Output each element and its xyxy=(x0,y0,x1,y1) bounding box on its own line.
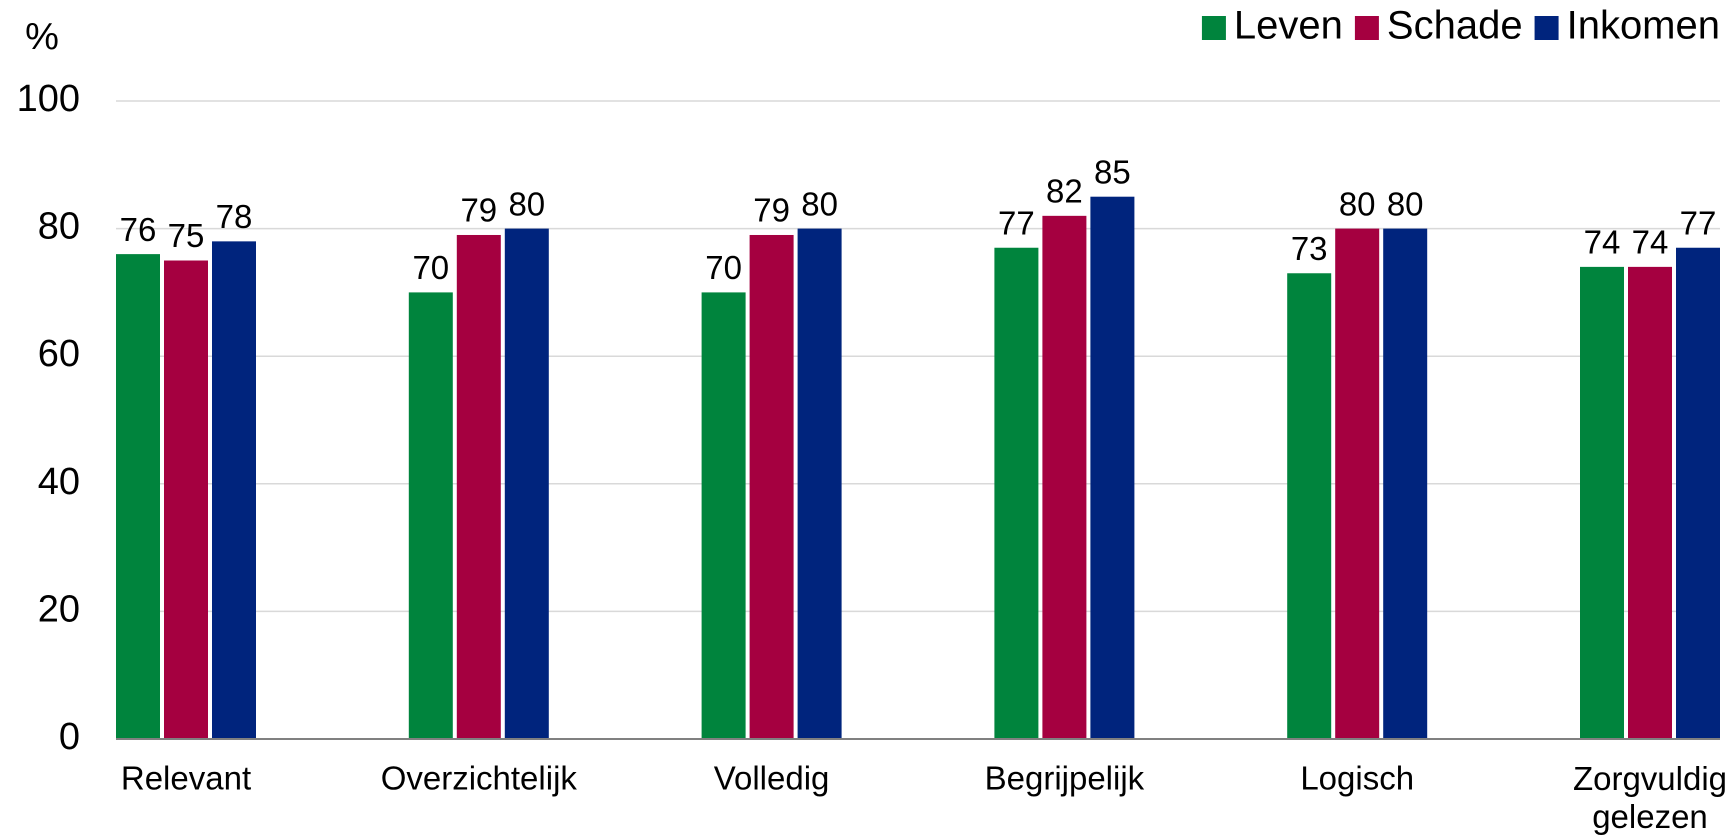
bar xyxy=(701,292,746,739)
bar xyxy=(749,234,794,740)
bar xyxy=(1287,273,1332,739)
bar xyxy=(504,228,549,739)
x-tick-label: Volledig xyxy=(714,760,830,797)
x-tick-label: Begrijpelijk xyxy=(985,760,1145,797)
value-label: 82 xyxy=(1046,173,1083,210)
value-label: 75 xyxy=(168,217,205,254)
y-tick-label: 100 xyxy=(17,78,80,120)
bar xyxy=(1676,247,1720,740)
value-label: 77 xyxy=(998,204,1035,241)
x-tick-label: Logisch xyxy=(1300,760,1414,797)
bar xyxy=(408,292,453,739)
bar xyxy=(994,247,1039,740)
x-tick-label: Zorgvuldig gelezen xyxy=(1573,760,1727,835)
bar xyxy=(212,241,256,740)
bar xyxy=(1628,266,1672,739)
value-label: 73 xyxy=(1291,230,1328,267)
bar xyxy=(1042,215,1087,740)
value-label: 74 xyxy=(1584,224,1621,261)
y-tick-label: 80 xyxy=(38,206,80,248)
value-label: 76 xyxy=(120,211,157,248)
bar xyxy=(1580,266,1624,739)
legend-label: Leven xyxy=(1234,4,1343,48)
value-label: 79 xyxy=(460,192,497,229)
value-label: 74 xyxy=(1632,224,1669,261)
legend-label: Schade xyxy=(1387,4,1523,48)
value-label: 85 xyxy=(1094,153,1131,190)
value-label: 77 xyxy=(1680,204,1717,241)
y-tick-label: 0 xyxy=(59,716,80,758)
value-label: 70 xyxy=(412,249,449,286)
legend-swatch xyxy=(1201,16,1226,40)
value-label: 78 xyxy=(216,198,253,235)
y-tick-label: 20 xyxy=(38,588,80,630)
bar xyxy=(1090,196,1135,739)
x-tick-label: Relevant xyxy=(121,760,251,797)
legend-swatch xyxy=(1534,16,1559,40)
value-label: 70 xyxy=(705,249,742,286)
bar xyxy=(1335,228,1380,739)
value-label: 80 xyxy=(1339,185,1376,222)
legend-swatch xyxy=(1354,16,1379,40)
value-label: 80 xyxy=(801,185,838,222)
value-label: 80 xyxy=(508,185,545,222)
x-tick-label: Overzichtelijk xyxy=(381,760,578,797)
legend-label: Inkomen xyxy=(1567,4,1720,48)
value-label: 80 xyxy=(1387,185,1424,222)
bar xyxy=(797,228,842,739)
bar xyxy=(456,234,501,740)
bar xyxy=(1383,228,1428,739)
y-tick-label: 60 xyxy=(38,333,80,375)
y-tick-label: 40 xyxy=(38,461,80,503)
bar xyxy=(116,254,160,739)
bar xyxy=(164,260,208,739)
y-axis-label: % xyxy=(25,16,59,58)
value-label: 79 xyxy=(753,192,790,229)
